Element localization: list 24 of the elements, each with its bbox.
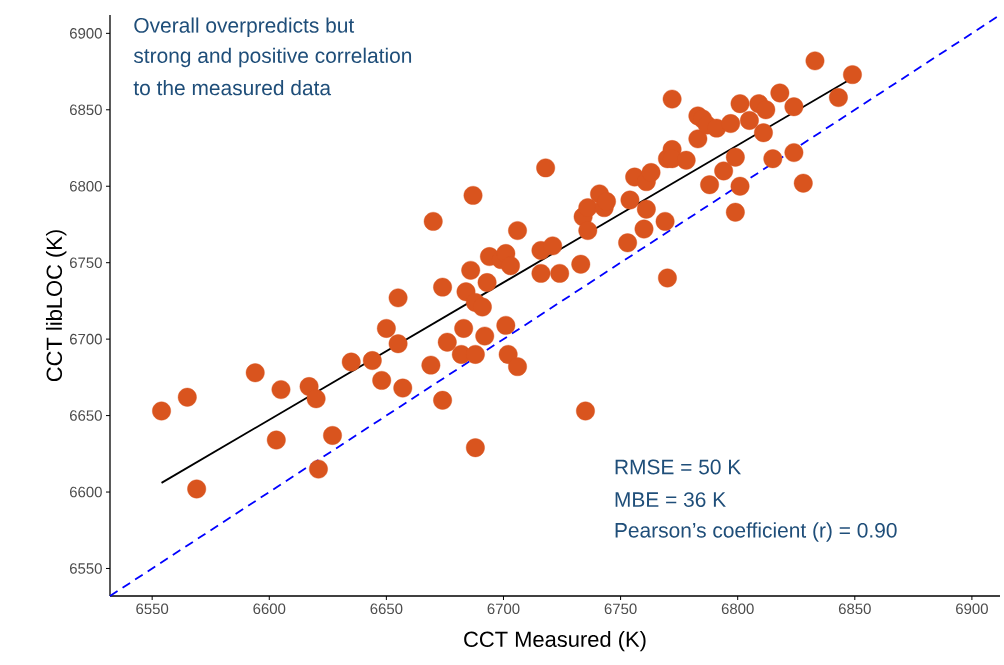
y-tick-label: 6900 xyxy=(70,28,102,39)
x-axis-title: CCT Measured (K) xyxy=(464,630,646,652)
y-tick-label: 6800 xyxy=(70,180,102,192)
annotation: to the measured data xyxy=(133,79,332,96)
y-tick-label: 6700 xyxy=(70,333,102,345)
annotation: Pearson’s coefficient (r) = 0.90 xyxy=(615,522,897,542)
x-tick-label: 6800 xyxy=(721,603,754,615)
x-tick-label: 6600 xyxy=(253,603,286,615)
annotation: strong and positive correlation xyxy=(133,47,412,68)
x-tick-label: 6700 xyxy=(487,603,520,615)
x-tick-label: 6850 xyxy=(838,603,871,615)
y-axis-title: CCT libLOC (K) xyxy=(45,230,67,382)
y-tick-label: 6550 xyxy=(70,563,102,574)
y-tick-label: 6650 xyxy=(70,410,102,421)
annotation: MBE = 36 K xyxy=(615,492,726,507)
x-tick-label: 6750 xyxy=(604,603,637,615)
annotation: Overall overpredicts but xyxy=(134,17,355,37)
x-tick-label: 6550 xyxy=(136,603,169,615)
y-tick-label: 6850 xyxy=(70,104,102,116)
x-tick-label: 6650 xyxy=(370,603,403,615)
annotation: RMSE = 50 K xyxy=(615,459,742,475)
y-tick-label: 6600 xyxy=(70,486,102,498)
x-tick-label: 6900 xyxy=(956,603,988,615)
y-tick-label: 6750 xyxy=(70,257,102,268)
